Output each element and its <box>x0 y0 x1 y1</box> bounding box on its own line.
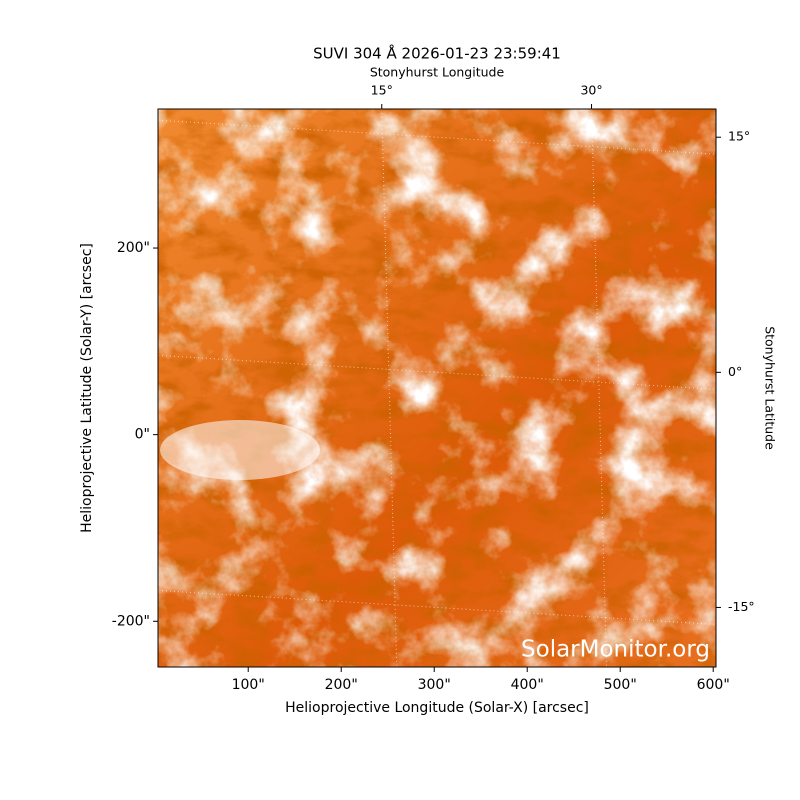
y-tick-label: -200" <box>112 613 150 629</box>
x-tick-label: 500" <box>604 677 637 693</box>
plot-frame <box>157 108 717 668</box>
x-label: Helioprojective Longitude (Solar-X) [arc… <box>285 700 589 716</box>
x-tick-label: 200" <box>325 677 358 693</box>
y-tick-label: 0" <box>135 427 150 443</box>
y2-tick-label: -15° <box>728 599 755 614</box>
chart-title: SUVI 304 Å 2026-01-23 23:59:41 <box>313 44 561 63</box>
x-tick-label: 600" <box>697 677 730 693</box>
x2-label: Stonyhurst Longitude <box>370 65 505 80</box>
x2-tick-label: 15° <box>371 83 393 98</box>
y2-tick-label: 15° <box>728 129 750 144</box>
y2-label: Stonyhurst Latitude <box>763 326 778 450</box>
x-tick-label: 300" <box>418 677 451 693</box>
y-tick-label: 200" <box>117 240 150 256</box>
y2-tick-label: 0° <box>728 364 742 379</box>
x-tick-label: 400" <box>511 677 544 693</box>
x-tick-label: 100" <box>232 677 265 693</box>
x2-tick-label: 30° <box>580 83 602 98</box>
solar-image: SolarMonitor.org <box>158 109 716 667</box>
y-label: Helioprojective Latitude (Solar-Y) [arcs… <box>79 243 95 533</box>
watermark: SolarMonitor.org <box>521 637 710 663</box>
